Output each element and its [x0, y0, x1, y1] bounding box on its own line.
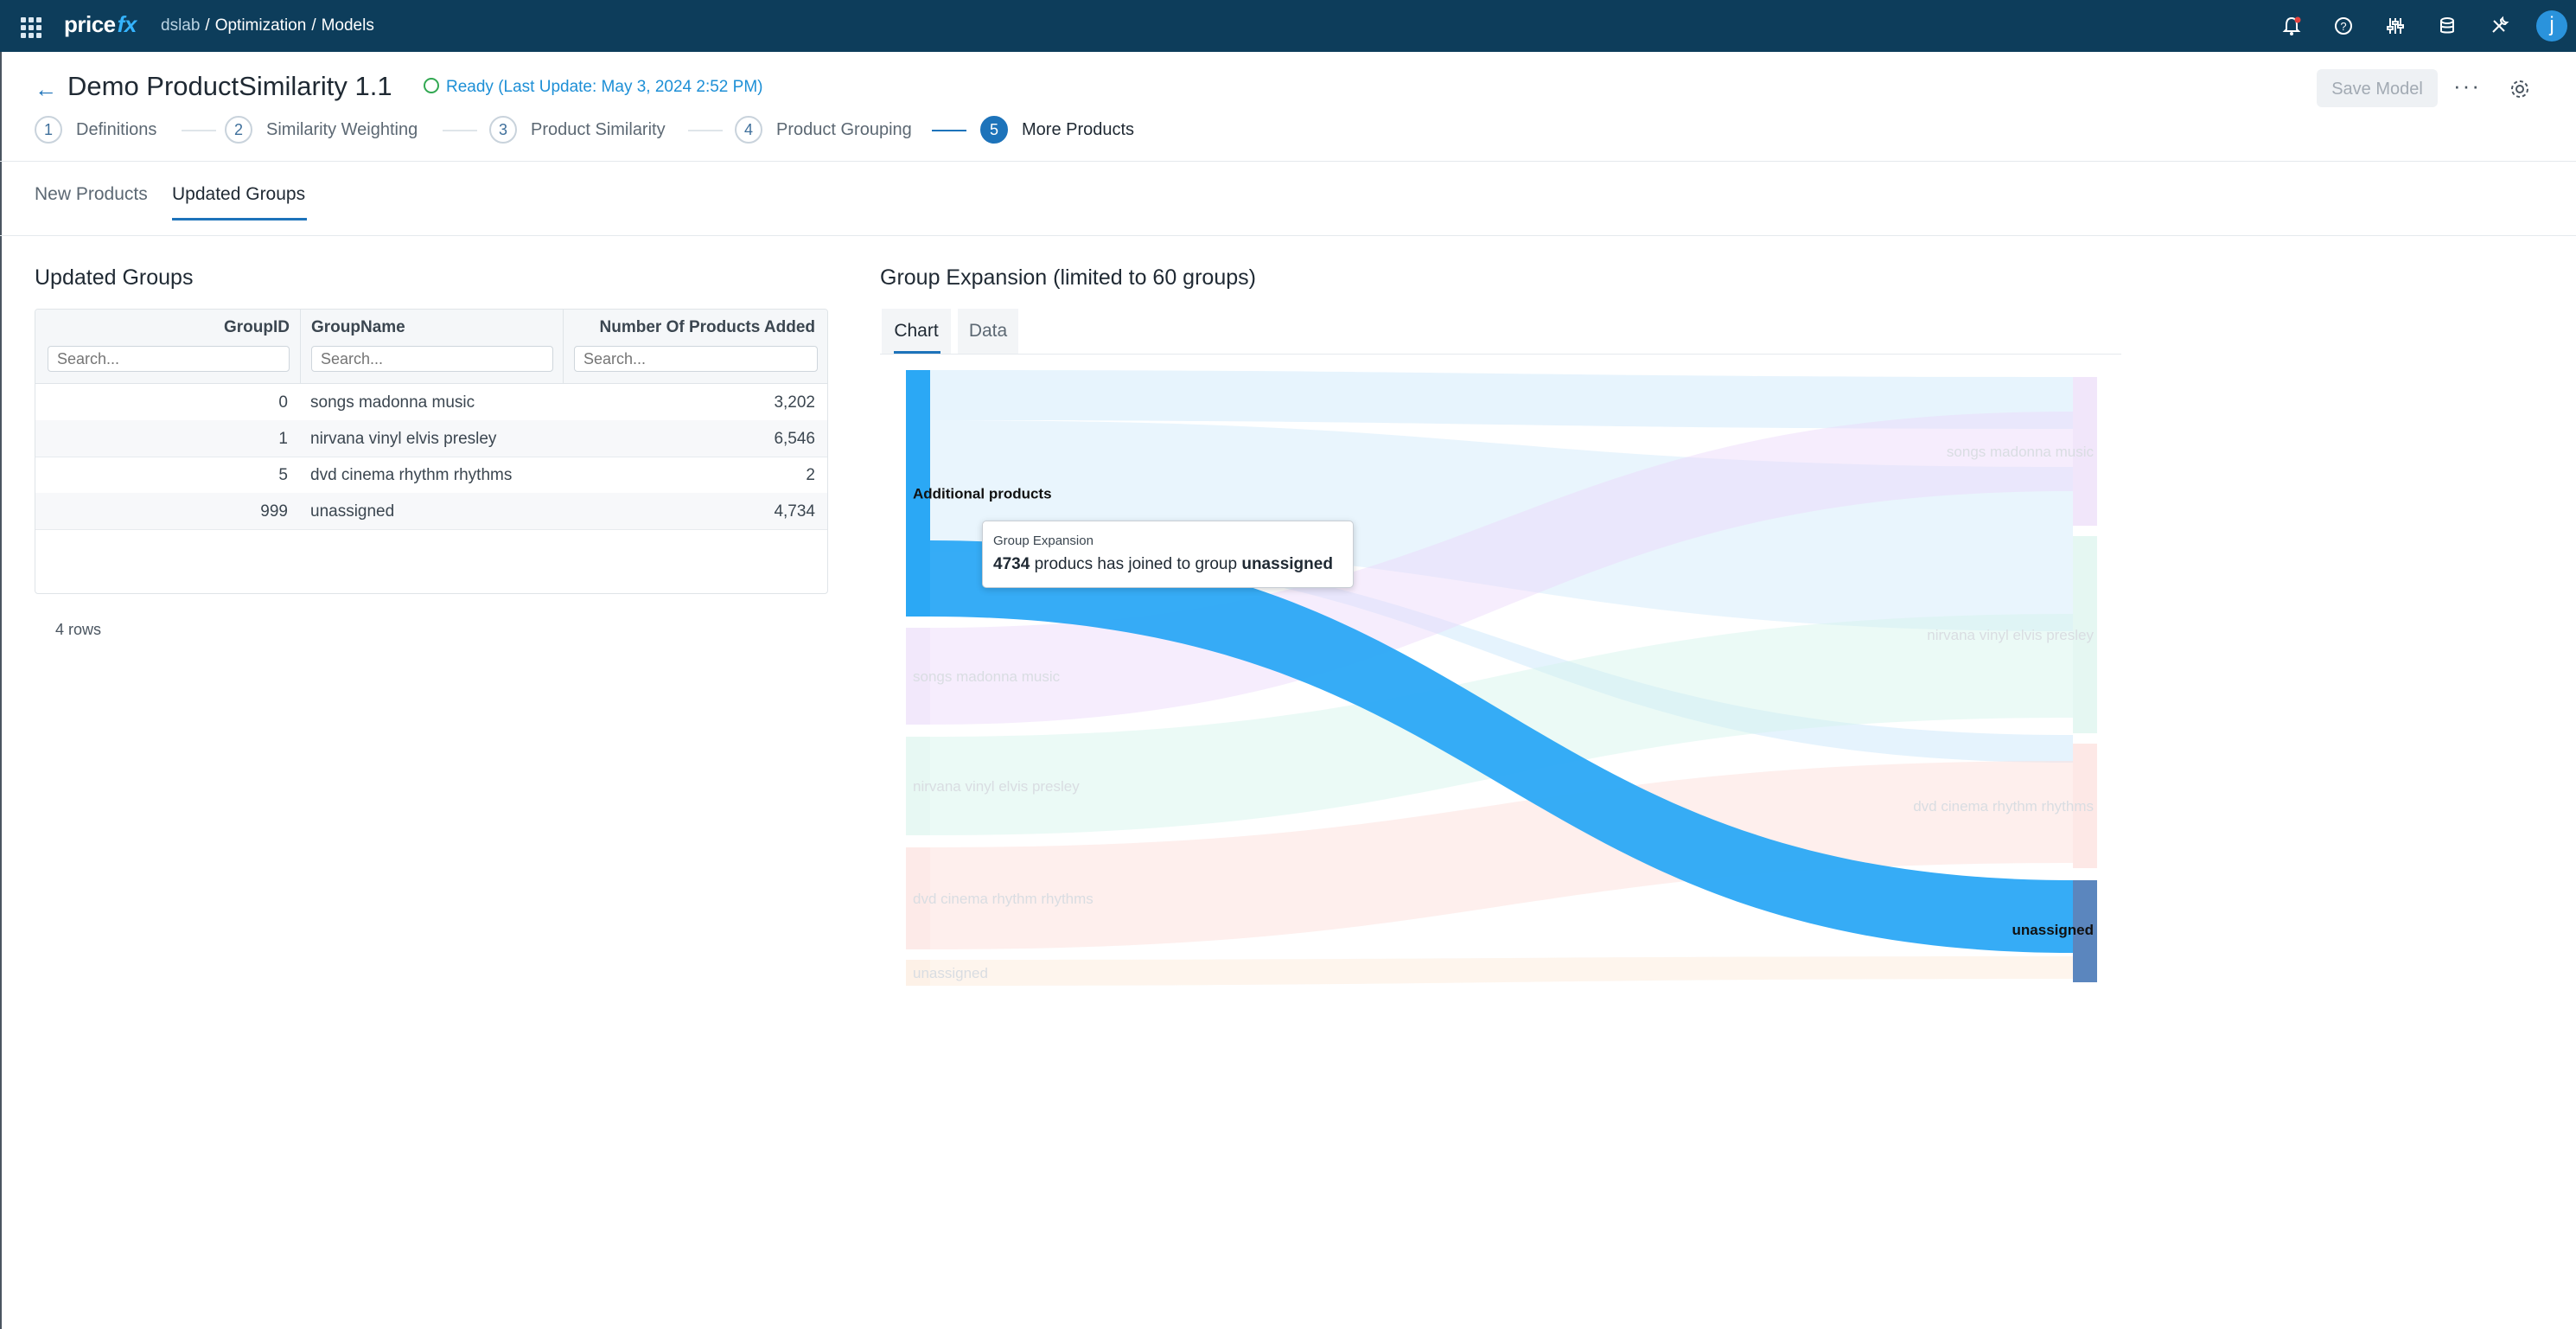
tooltip-group: unassigned: [1241, 555, 1333, 573]
sankey-link[interactable]: [930, 956, 2073, 986]
updated-groups-table: GroupID GroupName Number Of Products Add…: [35, 309, 828, 594]
step-definitions[interactable]: 1 Definitions: [35, 114, 156, 145]
table-row[interactable]: 0 songs madonna music 3,202: [35, 384, 827, 421]
tab-updated-groups[interactable]: Updated Groups: [172, 184, 306, 204]
chart-tooltip: Group Expansion 4734 producs has joined …: [982, 521, 1354, 588]
sankey-link-highlighted[interactable]: [930, 540, 2073, 953]
sankey-node-label: songs madonna music: [1947, 444, 2095, 460]
sankey-source-node[interactable]: [906, 628, 930, 725]
tools-icon[interactable]: [2486, 13, 2512, 39]
step-connector: [688, 130, 723, 131]
tab-new-products[interactable]: New Products: [35, 184, 148, 204]
column-groupid[interactable]: GroupID: [35, 310, 301, 383]
window-border: [0, 52, 2, 1329]
sankey-chart[interactable]: Additional products songs madonna music ni…: [880, 361, 2099, 993]
sankey-target-node[interactable]: [2073, 536, 2097, 733]
row-count: 4 rows: [55, 621, 102, 638]
sankey-links: [930, 370, 2073, 986]
tooltip-value: 4734: [993, 555, 1030, 573]
top-navigation-bar: [0, 0, 2576, 52]
status-text: Ready (Last Update: May 3, 2024 2:52 PM): [446, 78, 763, 96]
sankey-node-label: Additional products: [913, 486, 1052, 502]
step-product-similarity[interactable]: 3 Product Similarity: [489, 114, 666, 145]
search-input-products-added[interactable]: [574, 346, 818, 372]
table-row[interactable]: 999 unassigned 4,734: [35, 493, 827, 530]
more-options-icon[interactable]: ···: [2453, 73, 2481, 99]
step-connector-completed: [932, 130, 966, 131]
tooltip-body: 4734 producs has joined to group unassig…: [993, 555, 1342, 574]
tab-chart[interactable]: Chart: [882, 309, 951, 354]
status-indicator: Ready (Last Update: May 3, 2024 2:52 PM): [424, 78, 762, 97]
tabs-divider: [0, 235, 2576, 236]
header-divider: [0, 161, 2576, 162]
sankey-node-label: nirvana vinyl elvis presley: [1927, 627, 2094, 643]
table-row[interactable]: 5 dvd cinema rhythm rhythms 2: [35, 457, 827, 494]
sankey-source-node[interactable]: [906, 370, 930, 617]
sankey-source-node[interactable]: [906, 960, 930, 986]
search-input-groupid[interactable]: [48, 346, 290, 372]
sankey-link[interactable]: [930, 761, 2073, 949]
gear-icon[interactable]: [2507, 76, 2533, 102]
database-icon[interactable]: [2434, 13, 2460, 39]
sankey-target-node[interactable]: [2073, 880, 2097, 982]
sankey-nodes: [906, 370, 2097, 986]
step-product-grouping[interactable]: 4 Product Grouping: [735, 114, 912, 145]
sankey-link[interactable]: [930, 543, 2073, 763]
app-launcher-icon[interactable]: [17, 14, 41, 38]
breadcrumb: dslab / Optimization / Models: [161, 16, 374, 35]
tooltip-text: producs has joined to group: [1034, 555, 1238, 573]
active-tab-indicator: [172, 218, 307, 220]
sankey-labels: Additional products songs madonna music ni…: [913, 444, 2094, 981]
breadcrumb-optimization[interactable]: Optimization: [214, 16, 307, 35]
user-avatar[interactable]: j: [2536, 10, 2567, 42]
sankey-source-node[interactable]: [906, 737, 930, 835]
sankey-node-label: dvd cinema rhythm rhythms: [913, 891, 1094, 907]
tab-data[interactable]: Data: [958, 309, 1018, 354]
svg-text:?: ?: [2340, 20, 2346, 33]
search-input-groupname[interactable]: [311, 346, 553, 372]
table-row[interactable]: 1 nirvana vinyl elvis presley 6,546: [35, 420, 827, 457]
step-connector: [443, 130, 477, 131]
updated-groups-title: Updated Groups: [35, 265, 194, 290]
tooltip-title: Group Expansion: [993, 534, 1094, 548]
breadcrumb-dslab[interactable]: dslab: [161, 16, 201, 35]
sankey-node-label: dvd cinema rhythm rhythms: [1913, 798, 2094, 815]
sankey-target-node[interactable]: [2073, 377, 2097, 526]
chart-tab-bar: [880, 309, 2121, 355]
sankey-node-label: unassigned: [2012, 922, 2094, 938]
page-title: Demo ProductSimilarity 1.1: [67, 71, 392, 101]
table-header: GroupID GroupName Number Of Products Add…: [35, 310, 827, 384]
sankey-node-label: songs madonna music: [913, 668, 1061, 685]
column-groupname[interactable]: GroupName: [301, 310, 564, 383]
sankey-node-label: unassigned: [913, 965, 988, 981]
step-similarity-weighting[interactable]: 2 Similarity Weighting: [225, 114, 418, 145]
sankey-source-node[interactable]: [906, 847, 930, 949]
sliders-icon[interactable]: [2382, 13, 2408, 39]
group-expansion-title: Group Expansion (limited to 60 groups): [880, 265, 1256, 290]
step-more-products[interactable]: 5 More Products: [980, 114, 1134, 145]
sankey-target-node[interactable]: [2073, 744, 2097, 868]
active-chart-tab-indicator: [894, 351, 940, 354]
step-connector: [182, 130, 216, 131]
save-model-button[interactable]: Save Model: [2317, 69, 2438, 107]
notifications-bell-icon[interactable]: [2279, 13, 2305, 39]
pricefx-logo[interactable]: pricefx: [64, 11, 137, 37]
back-arrow-icon[interactable]: ←: [35, 76, 57, 102]
column-products-added[interactable]: Number Of Products Added: [564, 310, 827, 383]
sankey-link[interactable]: [930, 370, 2073, 429]
help-icon[interactable]: ?: [2331, 13, 2356, 39]
sankey-node-label: nirvana vinyl elvis presley: [913, 778, 1080, 795]
breadcrumb-models[interactable]: Models: [321, 16, 374, 35]
sankey-link[interactable]: [930, 420, 2073, 631]
status-ready-icon: [424, 78, 439, 93]
